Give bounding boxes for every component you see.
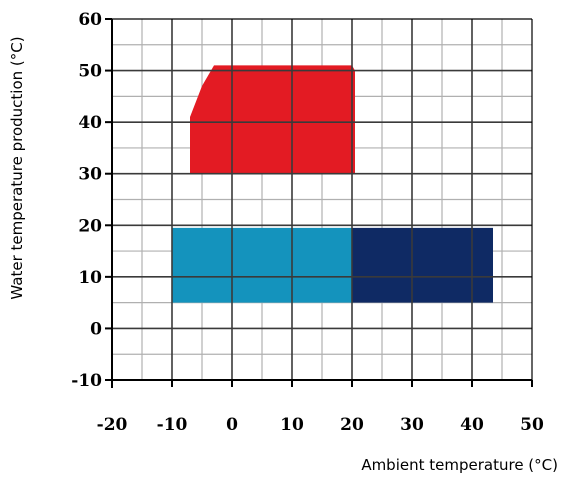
x-tick-label: 50 xyxy=(520,415,544,435)
axes xyxy=(105,18,533,388)
operating-region-1 xyxy=(190,65,355,174)
y-tick-label: 60 xyxy=(78,10,102,30)
x-tick-label: 20 xyxy=(340,415,364,435)
x-tick-label: -10 xyxy=(157,415,188,435)
operating-regions xyxy=(172,65,493,303)
operating-region-3 xyxy=(352,227,493,303)
y-tick-label: 20 xyxy=(78,216,102,236)
y-axis-title: Water temperature production (°C) xyxy=(8,36,26,299)
x-tick-label: -20 xyxy=(97,415,128,435)
x-tick-label: 40 xyxy=(460,415,484,435)
x-axis-title: Ambient temperature (°C) xyxy=(361,456,558,474)
x-tick-label: 10 xyxy=(280,415,304,435)
y-tick-label: 30 xyxy=(78,165,102,185)
y-tick-label: 50 xyxy=(78,62,102,82)
operating-region-2 xyxy=(172,227,352,303)
major-grid xyxy=(112,19,532,380)
x-tick-labels: -20 -10 0 10 20 30 40 50 xyxy=(97,415,544,435)
y-tick-label: -10 xyxy=(71,371,102,391)
y-tick-label: 0 xyxy=(90,319,102,339)
y-tick-label: 10 xyxy=(78,268,102,288)
x-tick-label: 0 xyxy=(226,415,238,435)
y-tick-label: 40 xyxy=(78,113,102,133)
y-tick-labels: -10 0 10 20 30 40 50 60 xyxy=(71,10,102,391)
x-tick-label: 30 xyxy=(400,415,424,435)
